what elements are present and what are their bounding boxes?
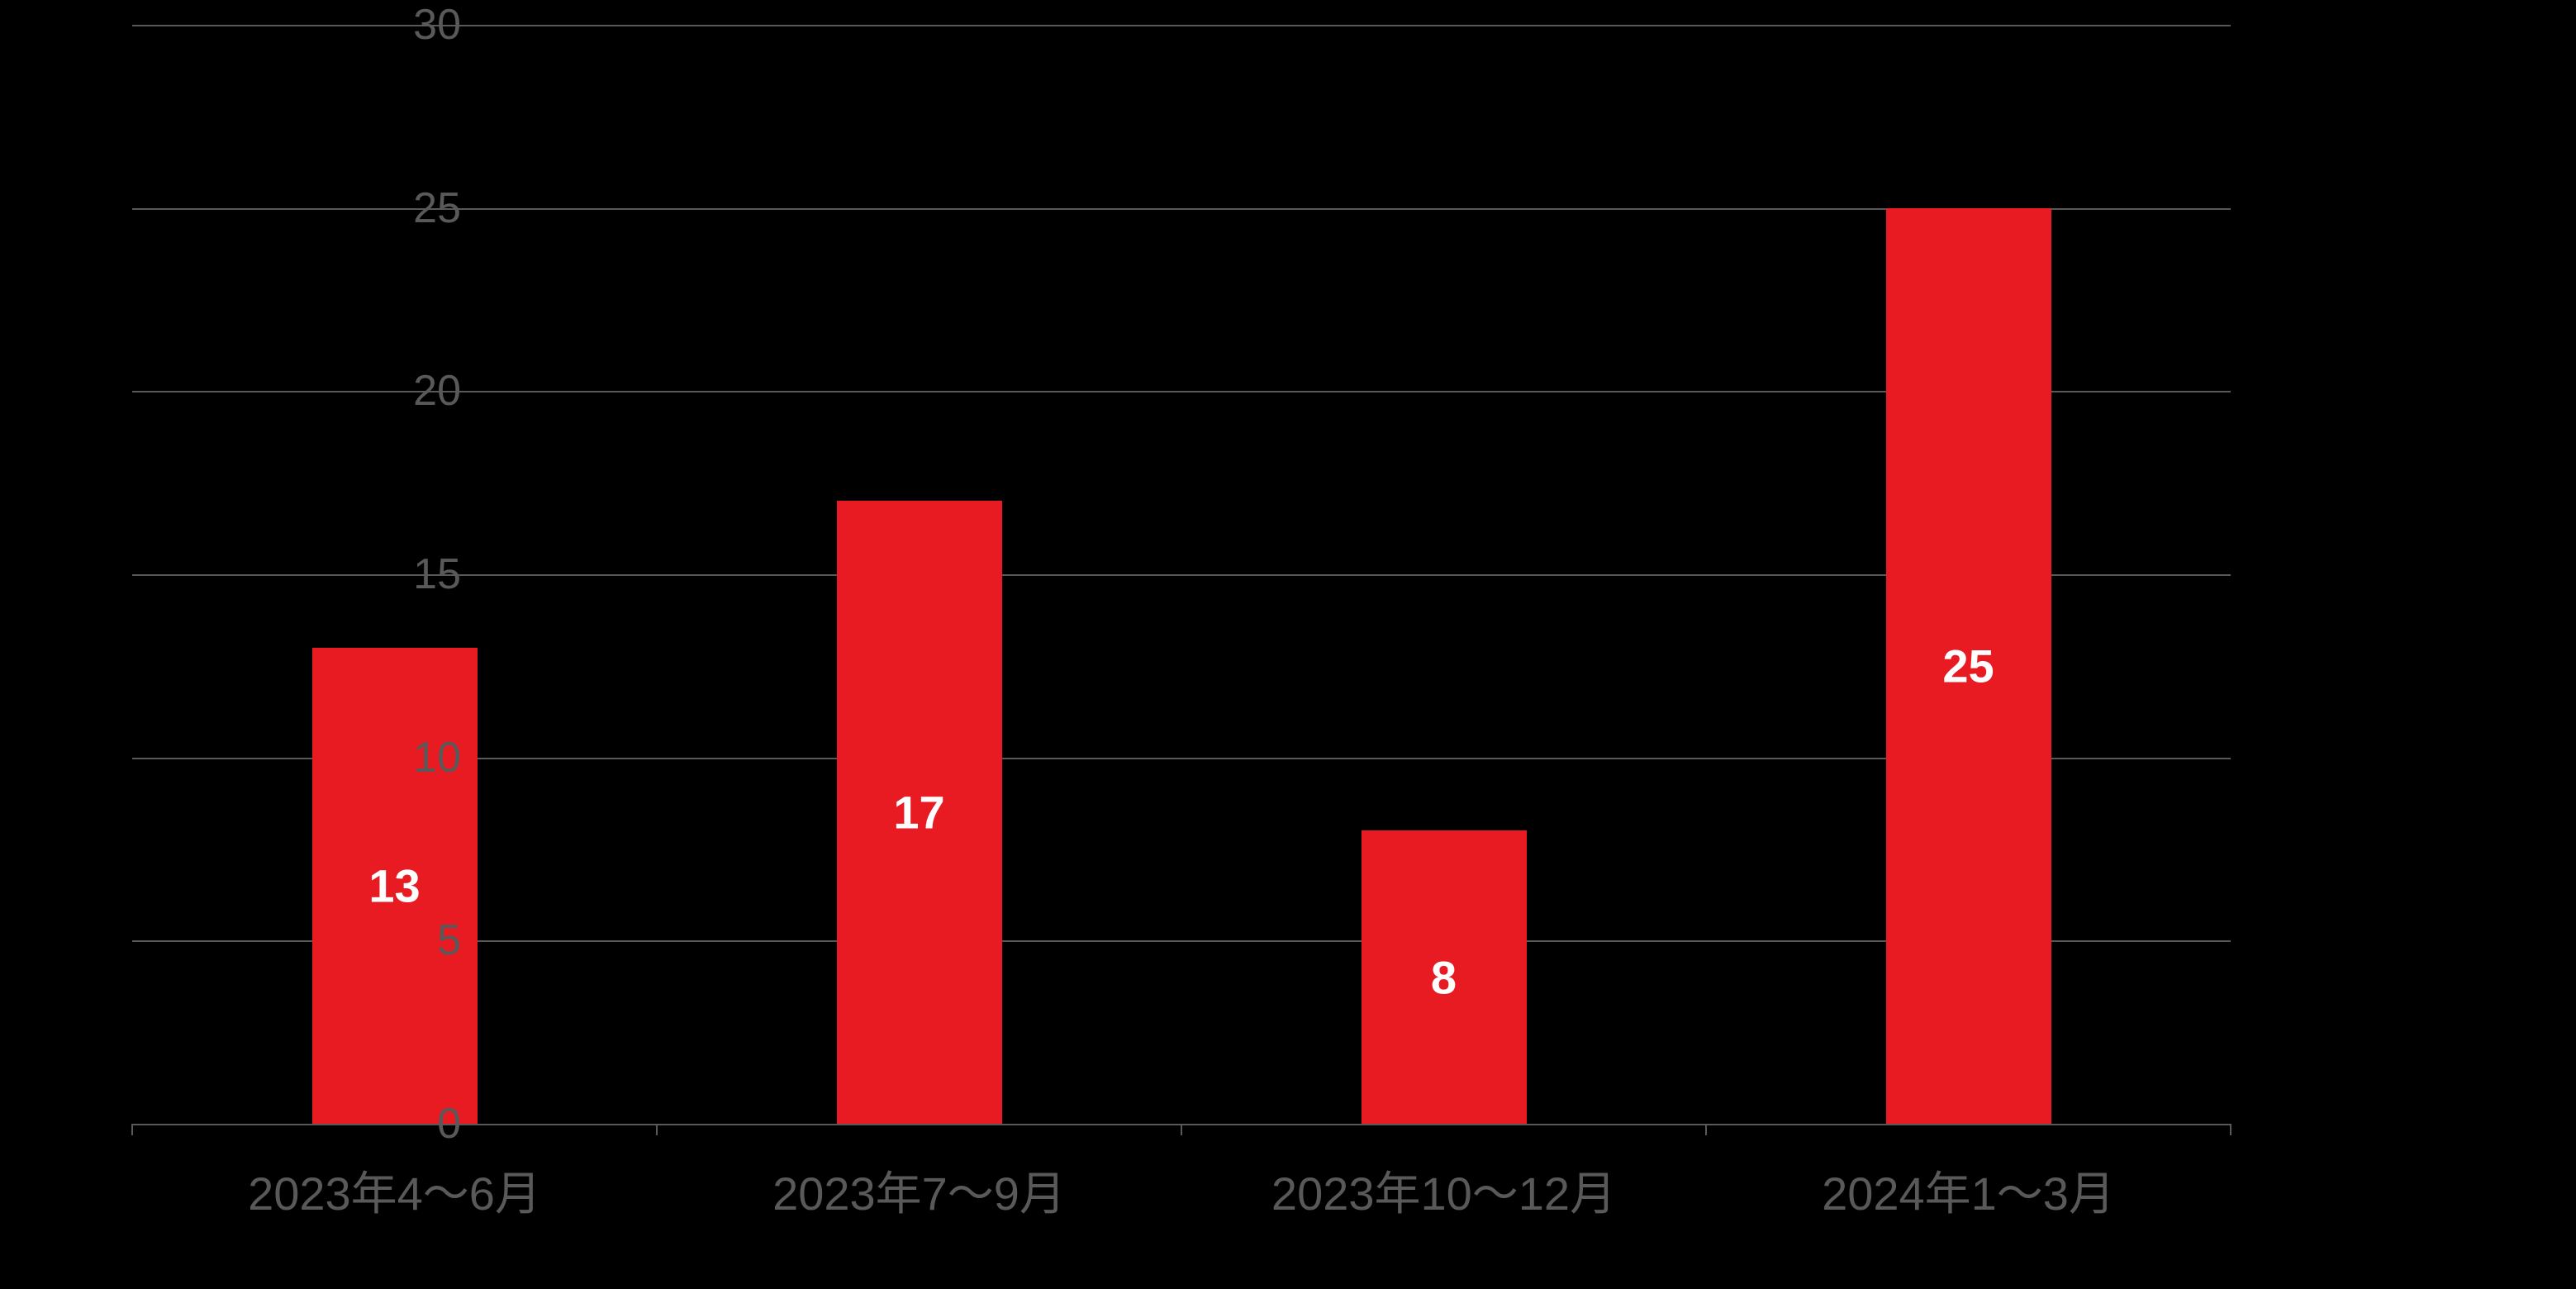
x-tick-mark (2230, 1124, 2231, 1135)
y-tick-label: 25 (378, 183, 461, 233)
x-tick-mark (656, 1124, 658, 1135)
y-tick-label: 20 (378, 366, 461, 416)
bar: 8 (1362, 830, 1527, 1124)
bar-group: 8 (1181, 25, 1706, 1124)
x-tick-mark (131, 1124, 133, 1135)
y-tick-label: 30 (378, 0, 461, 50)
y-tick-label: 5 (378, 916, 461, 965)
x-axis-labels: 2023年4～6月2023年7～9月2023年10～12月2024年1～3月 (132, 1140, 2231, 1224)
y-tick-label: 0 (378, 1099, 461, 1149)
bar-value-label: 13 (368, 859, 420, 912)
x-axis-label: 2024年1～3月 (1706, 1140, 2231, 1224)
bar-group: 17 (657, 25, 1181, 1124)
x-axis-label: 2023年7～9月 (657, 1140, 1181, 1224)
bar-value-label: 8 (1431, 950, 1457, 1004)
y-tick-label: 10 (378, 733, 461, 782)
bar-value-label: 25 (1942, 639, 1994, 692)
bar: 25 (1886, 208, 2051, 1124)
bar: 13 (312, 648, 478, 1124)
bar-group: 25 (1706, 25, 2231, 1124)
y-tick-label: 15 (378, 549, 461, 599)
bar-value-label: 17 (893, 786, 944, 840)
x-axis-label: 2023年10～12月 (1181, 1140, 1706, 1224)
x-tick-mark (1705, 1124, 1707, 1135)
x-tick-mark (1181, 1124, 1182, 1135)
bar: 17 (837, 501, 1002, 1124)
x-axis-label: 2023年4～6月 (132, 1140, 657, 1224)
